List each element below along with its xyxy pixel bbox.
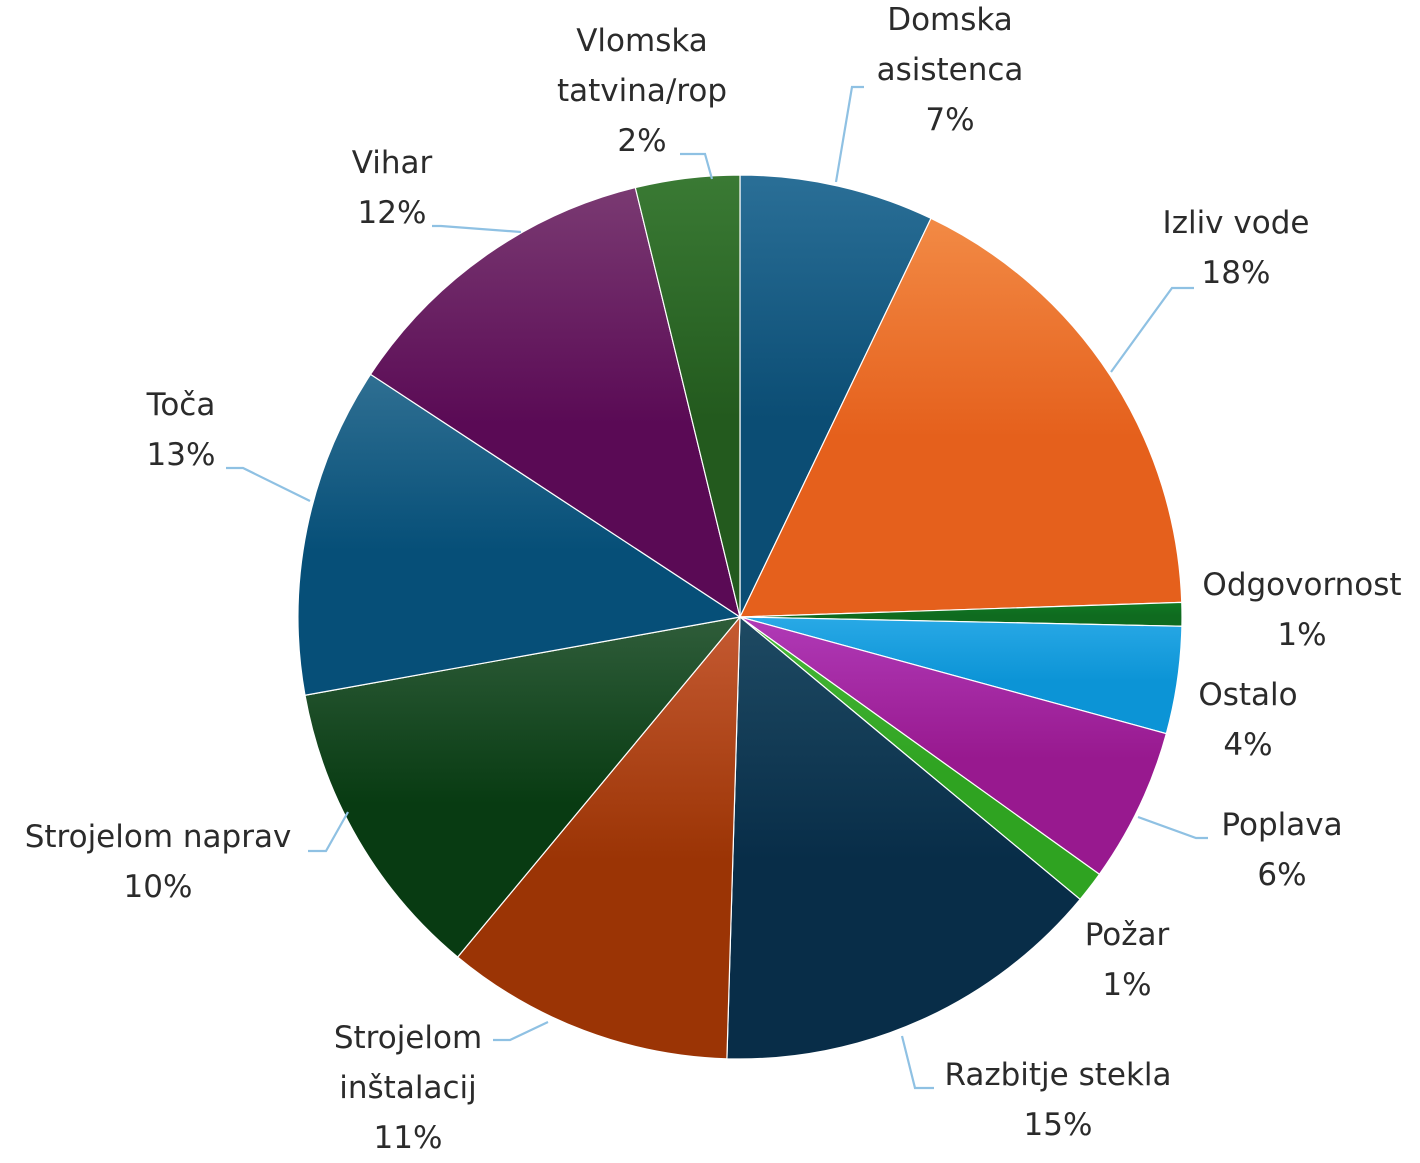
- data-label-strojelom-instalacij: Strojelom inštalacij 11%: [258, 1013, 558, 1163]
- slice-label-name: Odgovornost: [1202, 567, 1402, 603]
- slice-label-name: Toča: [146, 387, 216, 423]
- slice-label-percent: 15%: [1023, 1107, 1093, 1143]
- slice-label-percent: 7%: [925, 102, 975, 138]
- leader-line-poplava: [1137, 815, 1208, 840]
- data-label-vihar: Vihar 12%: [242, 138, 542, 238]
- data-label-domska-asistenca: Domska asistenca 7%: [800, 0, 1100, 145]
- slice-label-percent: 4%: [1223, 727, 1273, 763]
- leader-line-domska-asistenca: [834, 85, 864, 183]
- data-label-razbitje-stekla: Razbitje stekla 15%: [908, 1050, 1208, 1150]
- data-label-toca: Toča 13%: [31, 380, 331, 480]
- slice-label-percent: 13%: [146, 437, 216, 473]
- pie-slice-razbitje-stekla: [726, 615, 1081, 1060]
- data-label-vlomska-tatvina-rop: Vlomska tatvina/rop 2%: [492, 16, 792, 166]
- data-label-strojelom-naprav: Strojelom naprav 10%: [8, 812, 308, 912]
- slice-label-percent: 10%: [123, 869, 193, 905]
- slice-label-name: Razbitje stekla: [944, 1057, 1172, 1093]
- slice-label-percent: 1%: [1277, 617, 1327, 653]
- data-label-ostalo: Ostalo 4%: [1098, 670, 1398, 770]
- pie-slice-strojelom-instalacij: [456, 615, 741, 1060]
- slice-label-name: Strojelom naprav: [24, 819, 292, 855]
- pie-slice-toca: [297, 373, 742, 696]
- leader-line-toca: [226, 466, 311, 502]
- leader-line-strojelom-naprav: [308, 811, 349, 853]
- pie-slice-poplava: [739, 616, 1168, 876]
- slice-label-name: Domska asistenca: [876, 2, 1024, 88]
- leader-line-izliv-vode: [1110, 286, 1194, 373]
- data-label-poplava: Poplava 6%: [1132, 800, 1420, 900]
- slice-label-name: Ostalo: [1198, 677, 1298, 713]
- pie-slices: [297, 174, 1183, 1060]
- slice-label-name: Vihar: [351, 145, 433, 181]
- slice-label-percent: 12%: [357, 195, 427, 231]
- leader-line-strojelom-instalacij: [493, 1021, 549, 1042]
- leader-line-vihar: [432, 224, 522, 234]
- slice-label-percent: 2%: [617, 123, 667, 159]
- data-label-pozar: Požar 1%: [977, 910, 1277, 1010]
- data-label-izliv-vode: Izliv vode 18%: [1086, 198, 1386, 298]
- slice-label-name: Požar: [1084, 917, 1170, 953]
- pie-slice-vihar: [369, 186, 741, 619]
- pie-slice-izliv-vode: [739, 217, 1183, 618]
- pie-slice-domska-asistenca: [739, 174, 932, 618]
- data-label-odgovornost: Odgovornost 1%: [1152, 560, 1420, 660]
- slice-label-name: Izliv vode: [1162, 205, 1310, 241]
- leader-lines: [226, 85, 1208, 1090]
- slice-label-percent: 11%: [373, 1120, 443, 1156]
- slice-label-name: Poplava: [1221, 807, 1343, 843]
- slice-label-name: Strojelom inštalacij: [333, 1020, 483, 1106]
- pie-slice-vlomska-tatvina-rop: [634, 174, 741, 618]
- leader-line-razbitje-stekla: [900, 1035, 934, 1090]
- slice-label-percent: 1%: [1102, 967, 1152, 1003]
- pie-slice-strojelom-naprav: [304, 616, 742, 958]
- slice-label-percent: 6%: [1257, 857, 1307, 893]
- slice-label-name: Vlomska tatvina/rop: [556, 23, 728, 109]
- slice-label-percent: 18%: [1201, 255, 1271, 291]
- leader-line-vlomska-tatvina-rop: [680, 152, 714, 180]
